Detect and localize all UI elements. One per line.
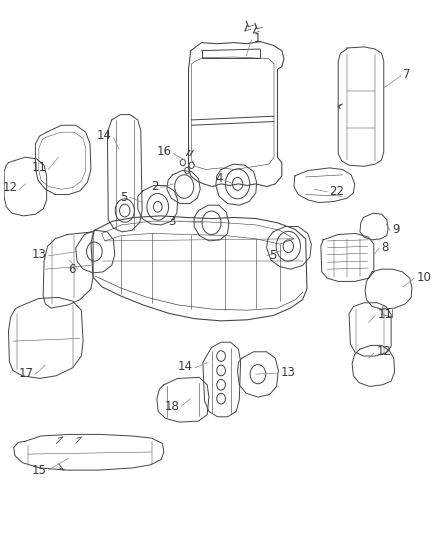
Text: 6: 6 bbox=[68, 263, 76, 276]
Text: 16: 16 bbox=[156, 146, 171, 158]
Text: 13: 13 bbox=[32, 248, 47, 261]
Text: 2: 2 bbox=[151, 180, 158, 193]
Text: 15: 15 bbox=[32, 464, 47, 477]
Text: 10: 10 bbox=[416, 271, 431, 284]
Text: 13: 13 bbox=[281, 366, 296, 378]
Text: 1: 1 bbox=[254, 32, 261, 45]
Text: 14: 14 bbox=[178, 360, 193, 373]
Text: 11: 11 bbox=[377, 308, 392, 321]
Text: 9: 9 bbox=[392, 223, 400, 236]
Text: 14: 14 bbox=[97, 130, 112, 142]
Text: 4: 4 bbox=[216, 172, 223, 185]
Text: 5: 5 bbox=[269, 249, 276, 262]
Text: 17: 17 bbox=[19, 367, 34, 379]
Text: 12: 12 bbox=[3, 181, 18, 194]
Text: 11: 11 bbox=[32, 161, 47, 174]
Text: 22: 22 bbox=[328, 185, 344, 198]
Text: 18: 18 bbox=[165, 400, 180, 413]
Text: 12: 12 bbox=[376, 345, 392, 358]
Text: 7: 7 bbox=[403, 68, 411, 81]
Text: 5: 5 bbox=[120, 191, 128, 204]
Text: 3: 3 bbox=[168, 215, 176, 228]
Text: 8: 8 bbox=[381, 241, 389, 254]
